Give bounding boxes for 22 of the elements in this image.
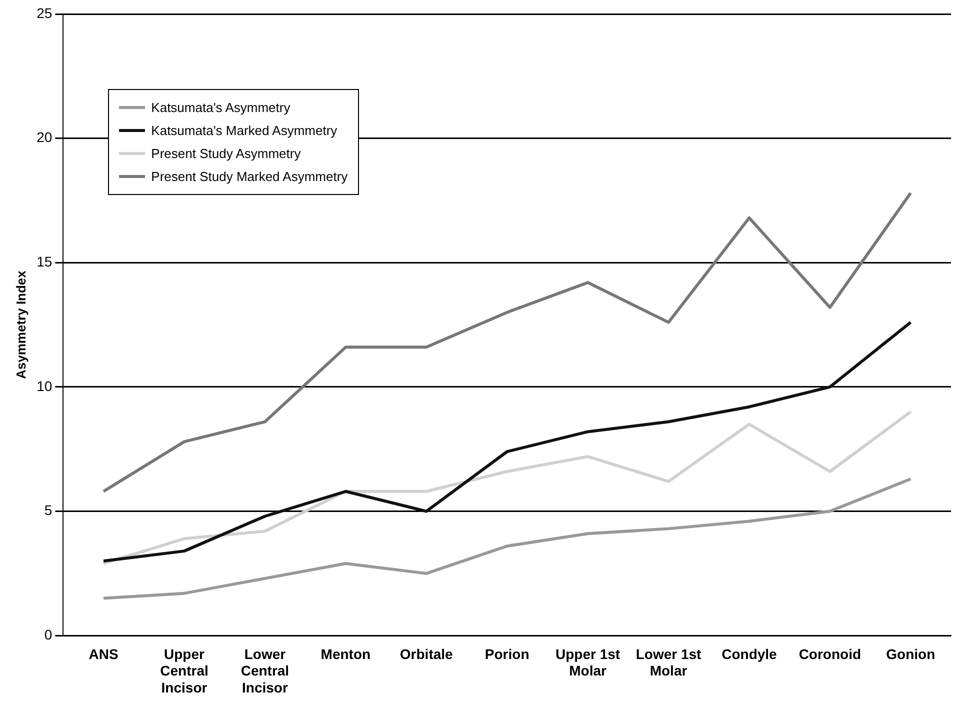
y-tick-label: 0 (44, 626, 52, 642)
x-tick-label: ANS (88, 646, 118, 662)
legend-label: Present Study Marked Asymmetry (151, 169, 348, 184)
legend-label: Present Study Asymmetry (151, 146, 301, 161)
x-tick-label: Coronoid (798, 646, 862, 662)
y-tick-label: 25 (36, 4, 52, 21)
x-tick-label: Porion (484, 646, 530, 662)
y-tick-label: 5 (44, 502, 52, 518)
x-tick-label: Gonion (886, 646, 936, 662)
x-tick-label: Upper 1st Molar (556, 646, 620, 679)
x-tick-label: Lower Central Incisor (240, 646, 290, 696)
x-tick-label: Lower 1st Molar (636, 646, 702, 679)
x-tick-label: Upper Central Incisor (160, 646, 208, 696)
x-tick-label: Orbitale (400, 646, 454, 662)
x-tick-label: Condyle (722, 646, 778, 662)
legend-label: Katsumata's Asymmetry (151, 100, 290, 115)
x-tick-label: Menton (320, 646, 371, 662)
y-tick-label: 20 (36, 129, 52, 146)
y-tick-label: 15 (36, 254, 52, 270)
y-tick-label: 10 (36, 378, 52, 394)
y-axis-title: Asymmetry Index (13, 270, 28, 379)
legend-label: Katsumata's Marked Asymmetry (151, 123, 338, 138)
